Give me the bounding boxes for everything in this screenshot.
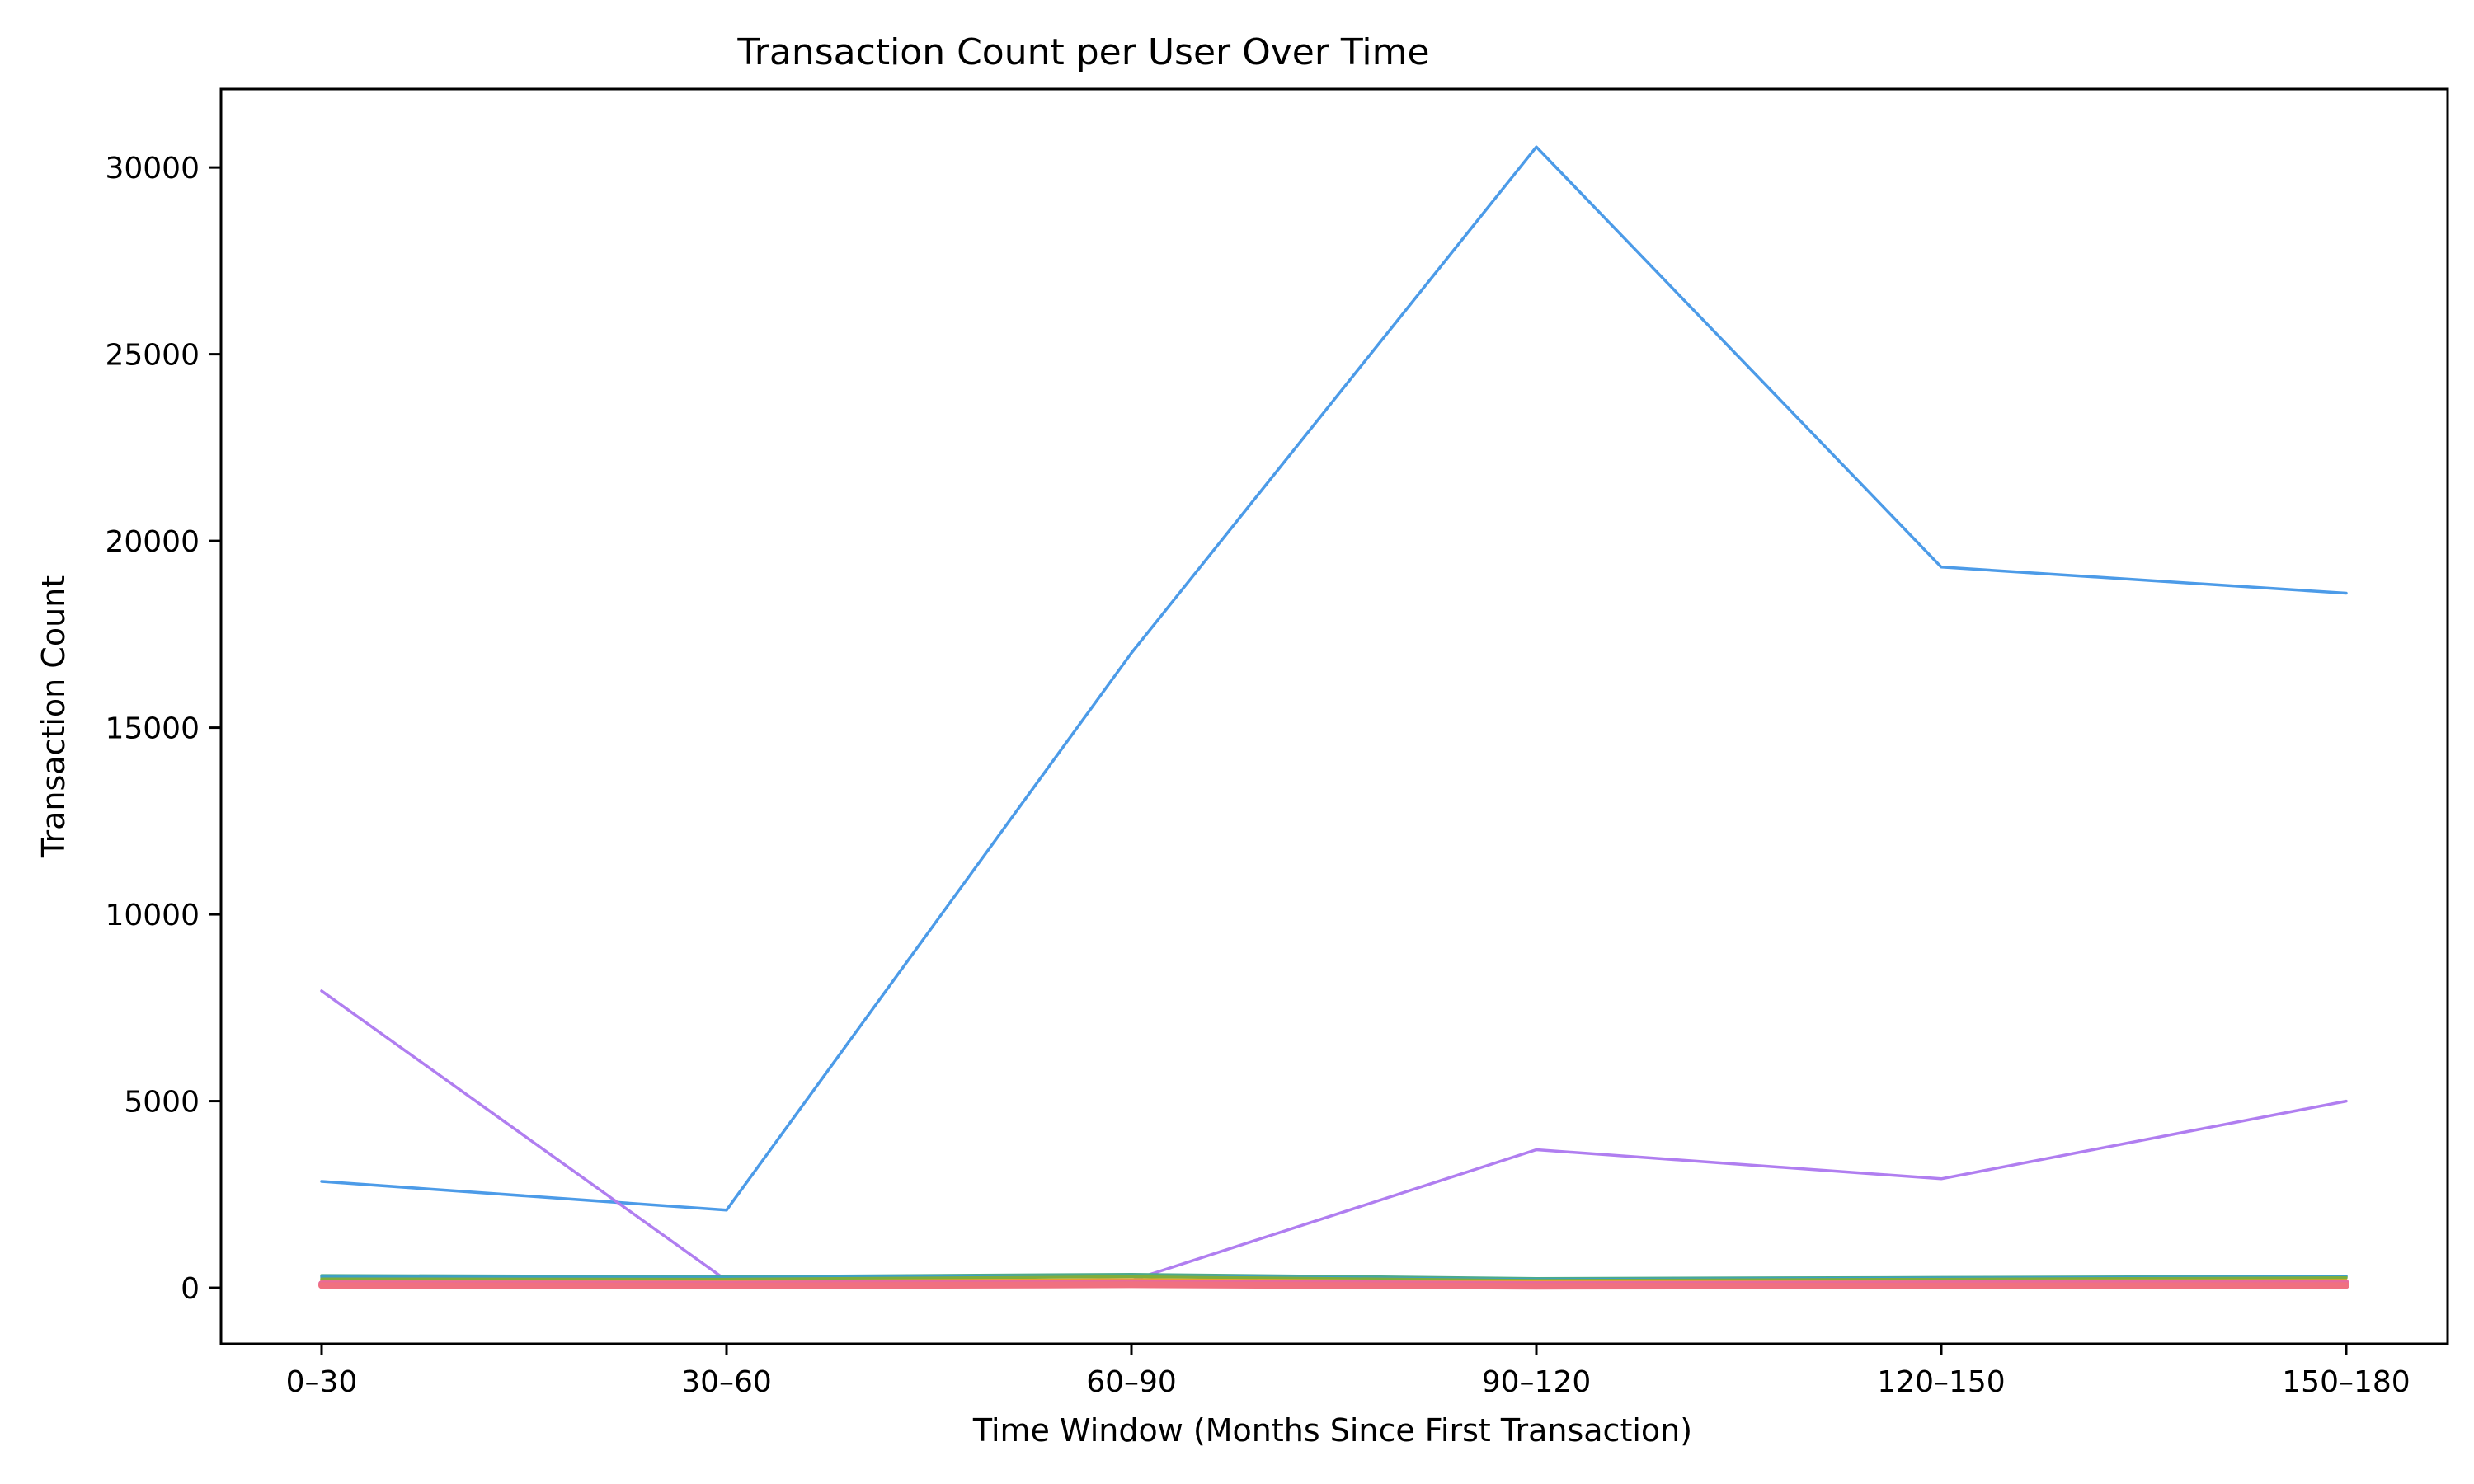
y-tick-label: 20000: [105, 525, 200, 559]
x-tick-label: 60–90: [1086, 1365, 1177, 1399]
x-tick-label: 0–30: [286, 1365, 358, 1399]
y-tick-label: 15000: [105, 712, 200, 746]
y-tick-label: 10000: [105, 899, 200, 932]
series-line-2: [320, 989, 2348, 1282]
x-tick-label: 150–180: [2282, 1365, 2410, 1399]
series-line-5: [320, 1275, 2348, 1282]
series-layer: [318, 145, 2349, 1290]
y-tick-label: 30000: [105, 152, 200, 186]
x-tick-label: 90–120: [1482, 1365, 1592, 1399]
x-tick-label: 120–150: [1877, 1365, 2005, 1399]
x-axis-label: Time Window (Months Since First Transact…: [972, 1412, 1692, 1449]
y-axis: 0 5000 10000 15000 20000 25000 30000: [105, 152, 221, 1306]
y-tick-label: 25000: [105, 339, 200, 373]
chart-title: Transaction Count per User Over Time: [736, 31, 1429, 73]
x-tick-label: 30–60: [681, 1365, 772, 1399]
y-axis-label: Transaction Count: [35, 575, 72, 858]
series-line-1: [320, 145, 2348, 1212]
series-line-8: [318, 1281, 2349, 1290]
y-tick-label: 5000: [124, 1086, 200, 1120]
x-axis: 0–30 30–60 60–90 90–120 120–150 150–180: [286, 1344, 2411, 1399]
y-tick-label: 0: [181, 1272, 200, 1306]
plot-frame: [219, 87, 2449, 1345]
